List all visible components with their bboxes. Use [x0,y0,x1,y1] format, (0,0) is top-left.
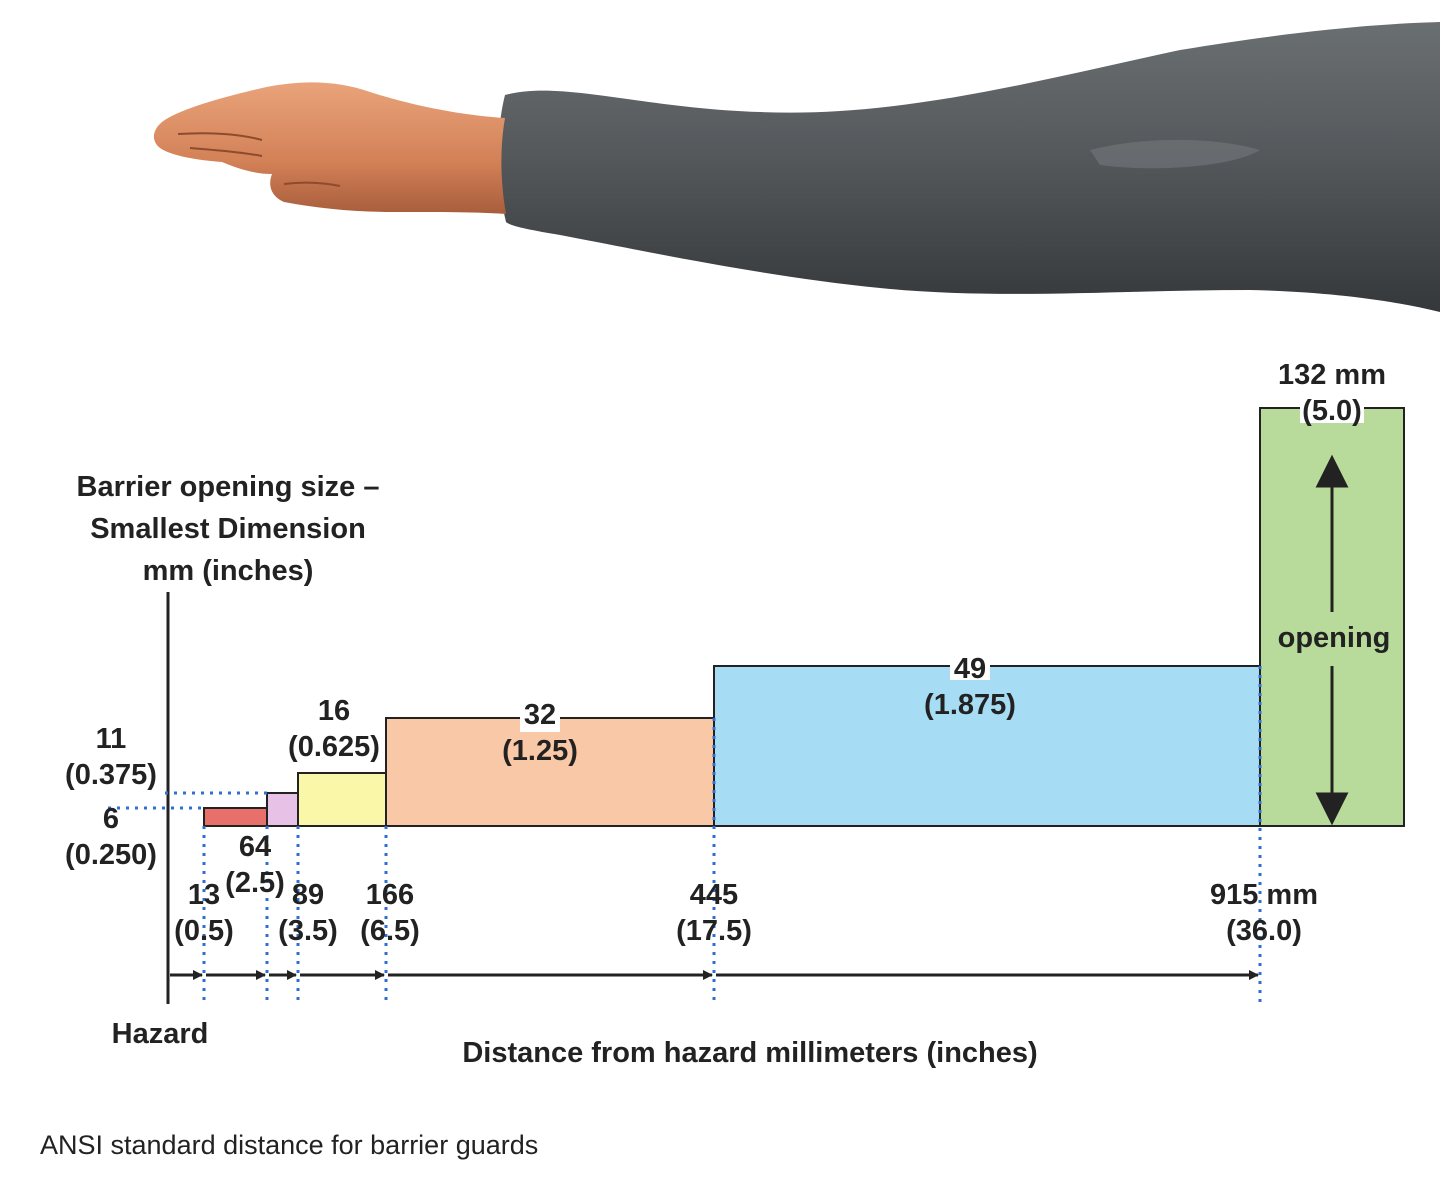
guide-lines [108,666,1262,1004]
size-6-in: (0.250) [65,839,157,871]
arm-reaching-icon [153,22,1440,312]
size-11-mm: 11 [96,723,127,755]
step-64-89 [266,792,299,827]
opening-size-steps [203,407,1405,827]
step-166-445 [385,717,715,827]
y-axis-title-line1: Barrier opening size – [77,471,380,503]
size-6-mm: 6 [103,803,119,835]
hazard-label: Hazard [112,1018,209,1050]
step-89-166 [297,772,387,827]
dist-445-in: (17.5) [676,915,752,947]
dist-915-in: (36.0) [1226,915,1302,947]
size-16-mm: 16 [318,695,350,727]
size-11-in: (0.375) [65,759,157,791]
dist-89-mm: 89 [292,879,324,911]
size-16-in: (0.625) [288,731,380,763]
size-49-in: (1.875) [924,689,1016,721]
dist-64-in: (2.5) [225,867,285,899]
hand [153,82,506,214]
finger-lines [177,132,341,187]
dist-64-mm: 64 [239,831,271,863]
size-32-in: (1.25) [502,735,578,767]
caption: ANSI standard distance for barrier guard… [40,1130,538,1160]
sleeve [498,22,1440,312]
y-axis-title-line3: mm (inches) [143,555,314,587]
opening-arrow [1315,454,1349,826]
dist-13-in: (0.5) [174,915,234,947]
dist-13-mm: 13 [188,879,220,911]
size-132-mm: 132 mm [1278,359,1386,391]
x-axis-title: Distance from hazard millimeters (inches… [462,1037,1037,1069]
sleeve-highlight [1090,139,1260,169]
opening-label: opening [1278,622,1391,654]
size-32-mm: 32 [524,699,556,731]
dist-166-mm: 166 [366,879,414,911]
dist-89-in: (3.5) [278,915,338,947]
dist-915-mm: 915 mm [1210,879,1318,911]
size-49-mm: 49 [954,653,986,685]
y-axis-title-line2: Smallest Dimension [90,513,366,545]
size-132-in: (5.0) [1302,395,1362,427]
dist-445-mm: 445 [690,879,738,911]
dist-166-in: (6.5) [360,915,420,947]
step-13-64 [203,807,268,827]
